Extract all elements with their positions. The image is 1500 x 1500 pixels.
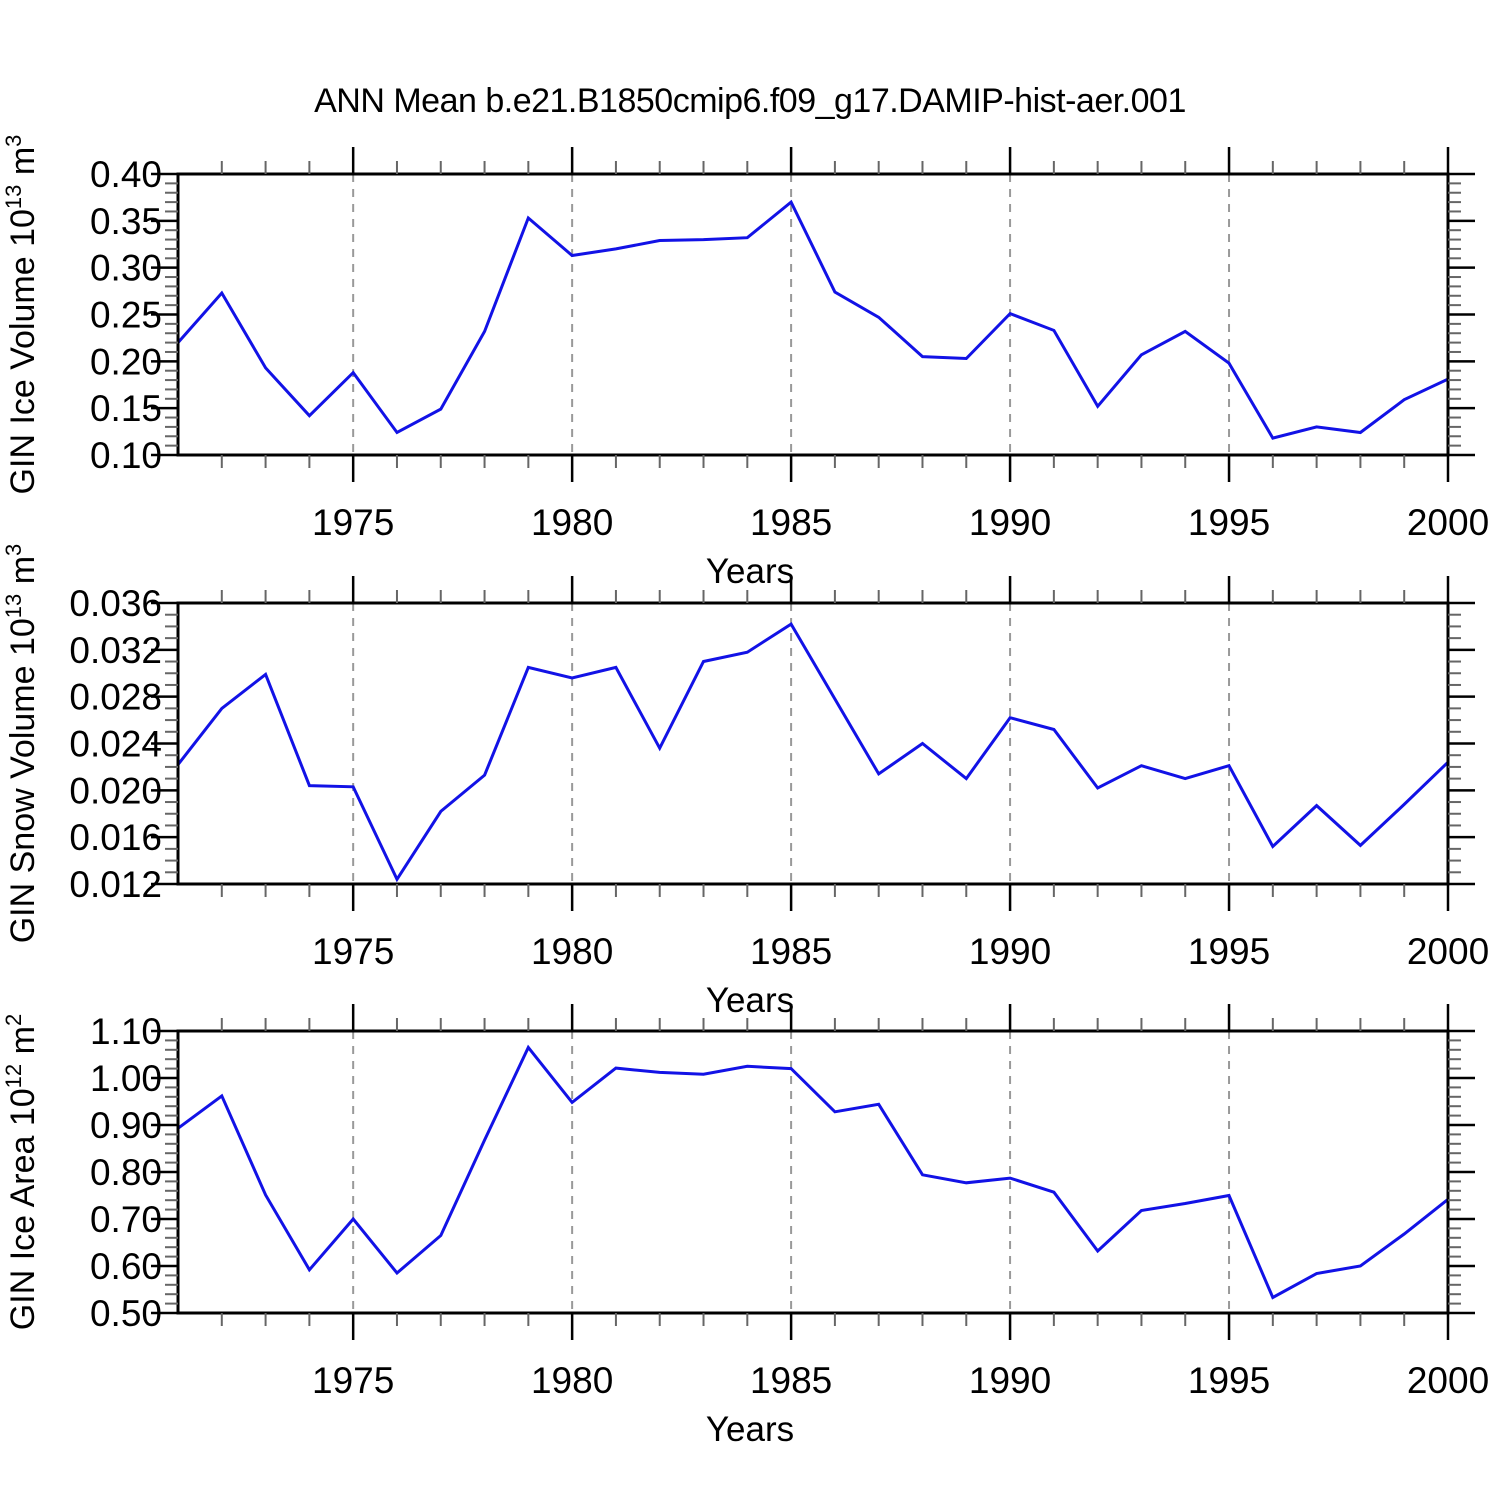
x-tick-label: 1995 xyxy=(1188,502,1270,543)
panel-snow-volume: 0.012 0.016 0.020 0.024 0.028 0.032 0.036 1975 1… xyxy=(1,544,1489,1020)
y-tick-label: 0.012 xyxy=(69,864,162,905)
data-line-snow-volume xyxy=(176,621,1450,883)
y-tick-label: 0.016 xyxy=(69,817,162,858)
plot-frame xyxy=(176,1029,1450,1315)
x-tick-label: 2000 xyxy=(1407,1360,1489,1401)
y-tick-label: 0.25 xyxy=(90,294,162,335)
y-axis-title: GIN Ice Volume 1013 m3 xyxy=(1,135,42,495)
y-tick-label: 0.036 xyxy=(69,583,162,624)
ticks xyxy=(151,1004,1475,1340)
x-tick-label: 1975 xyxy=(312,502,394,543)
y-tick-label: 0.60 xyxy=(90,1246,162,1287)
x-tick-label: 1990 xyxy=(969,931,1051,972)
y-tick-label: 0.024 xyxy=(69,723,162,764)
x-axis-title: Years xyxy=(706,1410,794,1449)
x-tick-label: 1975 xyxy=(312,931,394,972)
x-tick-label: 1985 xyxy=(750,931,832,972)
y-tick-label: 0.35 xyxy=(90,201,162,242)
panel-ice-volume: 0.10 0.15 0.20 0.25 0.30 0.35 0.40 1975 1980 1985… xyxy=(1,135,1489,591)
y-tick-label: 0.40 xyxy=(90,154,162,195)
y-tick-label: 0.80 xyxy=(90,1152,162,1193)
x-tick-label: 1990 xyxy=(969,502,1051,543)
x-tick-label: 1980 xyxy=(531,931,613,972)
x-tick-label: 1980 xyxy=(531,502,613,543)
y-tick-label: 0.028 xyxy=(69,677,162,718)
y-tick-label: 0.020 xyxy=(69,770,162,811)
y-tick-label: 1.00 xyxy=(90,1058,162,1099)
y-tick-label: 0.50 xyxy=(90,1293,162,1334)
y-tick-label: 0.15 xyxy=(90,388,162,429)
y-tick-label: 0.30 xyxy=(90,248,162,289)
y-tick-label: 0.10 xyxy=(90,435,162,476)
x-tick-label: 1985 xyxy=(750,502,832,543)
plot-frame xyxy=(176,601,1450,886)
data-line-ice-area xyxy=(177,1044,1449,1300)
y-tick-label: 0.90 xyxy=(90,1105,162,1146)
chart-title: ANN Mean b.e21.B1850cmip6.f09_g17.DAMIP-… xyxy=(314,82,1186,120)
y-axis-title: GIN Snow Volume 1013 m3 xyxy=(1,544,42,944)
x-tick-label: 1975 xyxy=(312,1360,394,1401)
x-tick-label: 1995 xyxy=(1188,1360,1270,1401)
y-tick-label: 0.70 xyxy=(90,1199,162,1240)
x-tick-label: 1995 xyxy=(1188,931,1270,972)
panel-ice-area: 0.50 0.60 0.70 0.80 0.90 1.00 1.10 1975 1980 1985… xyxy=(1,1004,1489,1449)
x-tick-label: 1990 xyxy=(969,1360,1051,1401)
ticks xyxy=(151,147,1475,482)
ticks xyxy=(151,576,1475,911)
x-tick-label: 2000 xyxy=(1407,502,1489,543)
x-axis-title: Years xyxy=(706,981,794,1020)
gridlines xyxy=(352,603,1231,884)
y-axis-title: GIN Ice Area 1012 m2 xyxy=(1,1014,42,1330)
data-line-ice-volume xyxy=(176,199,1449,440)
x-tick-label: 1985 xyxy=(750,1360,832,1401)
x-axis-title: Years xyxy=(706,552,794,591)
x-tick-label: 2000 xyxy=(1407,931,1489,972)
y-tick-label: 0.032 xyxy=(69,630,162,671)
y-tick-label: 1.10 xyxy=(90,1011,162,1052)
gridlines xyxy=(352,174,1231,455)
gridlines xyxy=(352,1031,1231,1313)
x-tick-label: 1980 xyxy=(531,1360,613,1401)
y-tick-label: 0.20 xyxy=(90,341,162,382)
